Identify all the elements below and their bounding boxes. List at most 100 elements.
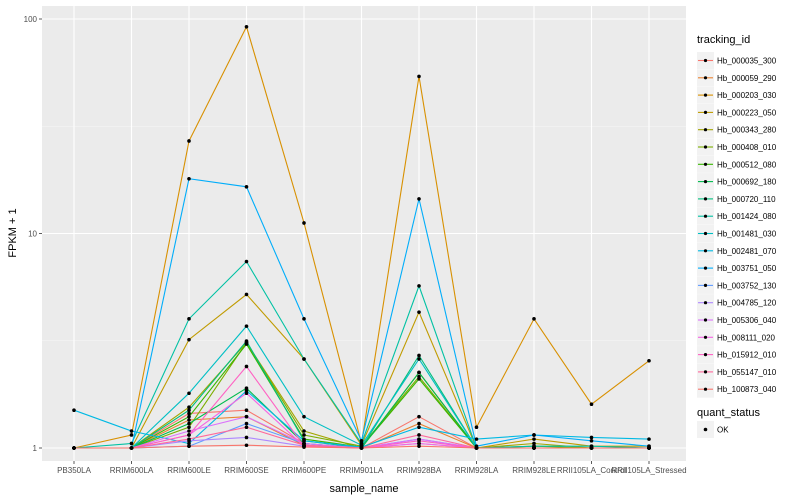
- legend-swatch-point: [703, 387, 708, 391]
- data-point: [187, 317, 191, 321]
- data-points: [72, 24, 651, 450]
- data-point: [72, 408, 76, 413]
- legend-label: Hb_000720_110: [717, 195, 776, 204]
- data-point: [187, 391, 191, 396]
- data-point: [647, 358, 651, 363]
- legend-label: Hb_000343_280: [717, 126, 777, 135]
- data-point: [359, 439, 364, 443]
- y-axis: 1 10 100: [24, 15, 42, 453]
- legend-swatch-point: [703, 335, 708, 339]
- legend-label: Hb_001424_080: [717, 212, 777, 221]
- data-point: [244, 339, 249, 343]
- data-point: [417, 414, 421, 419]
- legend-label: Hb_100873_040: [717, 385, 777, 394]
- data-point: [187, 337, 191, 342]
- legend-label: Hb_000203_030: [717, 91, 777, 100]
- data-point: [187, 437, 191, 441]
- data-point: [532, 446, 536, 450]
- data-point: [187, 414, 191, 419]
- x-axis: PB350LA RRIM600LA RRIM600LE RRIM600SE RRIM60…: [57, 461, 687, 475]
- legend-label: Hb_055147_010: [717, 368, 777, 377]
- data-point: [302, 429, 306, 433]
- data-point: [302, 439, 306, 443]
- legend-label: Hb_005306_040: [717, 316, 777, 325]
- data-point: [129, 429, 134, 433]
- data-point: [187, 441, 191, 446]
- data-point: [187, 176, 191, 181]
- legend-label: Hb_000035_300: [717, 57, 777, 66]
- legend-swatch-point: [703, 353, 708, 357]
- data-point: [244, 443, 249, 448]
- legend-swatch-point: [703, 145, 708, 149]
- data-point: [532, 437, 536, 441]
- data-point: [187, 425, 191, 430]
- legend-title: tracking_id: [697, 34, 750, 46]
- data-point: [359, 446, 364, 450]
- data-point: [187, 408, 191, 413]
- legend-swatch-point: [703, 283, 708, 287]
- legend-swatch-point: [703, 197, 708, 201]
- data-point: [244, 342, 249, 346]
- x-tick-label: RRIM600SE: [224, 466, 268, 475]
- legend-swatch-point: [703, 93, 708, 97]
- x-tick-label: RRIM928LA: [455, 466, 499, 475]
- data-point: [302, 357, 306, 361]
- data-point: [187, 429, 191, 433]
- legend-swatch-point: [703, 301, 708, 305]
- data-point: [244, 414, 249, 419]
- data-point: [244, 421, 249, 426]
- y-axis-title: FPKM + 1: [7, 208, 19, 257]
- data-point: [244, 24, 249, 29]
- legend-swatch-point: [703, 318, 708, 322]
- data-point: [129, 433, 134, 437]
- data-point: [647, 437, 651, 441]
- data-point: [417, 433, 421, 437]
- data-point: [244, 391, 249, 396]
- data-point: [244, 259, 249, 264]
- data-point: [187, 418, 191, 422]
- data-point: [244, 292, 249, 297]
- legend-swatch-point: [703, 231, 708, 236]
- data-point: [474, 446, 479, 450]
- data-point: [532, 441, 536, 446]
- data-point: [417, 439, 421, 443]
- data-point: [244, 435, 249, 440]
- legend-swatch-point: [703, 370, 708, 374]
- legend-label: Hb_002481_070: [717, 247, 777, 256]
- x-tick-label: RRIM901LA: [340, 466, 384, 475]
- data-point: [187, 433, 191, 437]
- data-point: [417, 74, 421, 79]
- data-point: [589, 435, 594, 440]
- x-tick-label: RRII105LA_Control: [557, 466, 627, 475]
- legend-label: Hb_001481_030: [717, 230, 777, 239]
- x-axis-title: sample_name: [329, 483, 398, 495]
- legend2-title: quant_status: [697, 407, 760, 419]
- data-point: [417, 370, 421, 375]
- y-tick-label: 1: [33, 444, 38, 453]
- data-point: [589, 446, 594, 450]
- legend-swatch-point: [703, 76, 708, 80]
- legend-label: Hb_008111_020: [717, 333, 776, 342]
- data-point: [244, 408, 249, 413]
- x-tick-label: RRIM600LA: [110, 466, 154, 475]
- legend-label: Hb_015912_010: [717, 351, 777, 360]
- legend-swatch-point: [703, 162, 708, 166]
- legend-label: Hb_000223_050: [717, 108, 777, 117]
- x-tick-label: RRIM600PE: [282, 466, 326, 475]
- y-tick-label: 10: [28, 230, 37, 239]
- data-point: [302, 433, 306, 437]
- legend-label: Hb_000512_080: [717, 160, 777, 169]
- data-point: [72, 446, 76, 450]
- data-point: [244, 324, 249, 328]
- data-point: [244, 364, 249, 369]
- legend2-swatch-point: [703, 427, 708, 432]
- data-point: [417, 425, 421, 430]
- data-point: [532, 317, 536, 321]
- legend-swatch-point: [703, 266, 708, 270]
- legend-label: Hb_000408_010: [717, 143, 777, 152]
- legend-label: Hb_004785_120: [717, 299, 777, 308]
- data-point: [129, 446, 134, 450]
- data-point: [187, 139, 191, 143]
- data-point: [417, 353, 421, 358]
- legend-swatch-point: [703, 180, 708, 184]
